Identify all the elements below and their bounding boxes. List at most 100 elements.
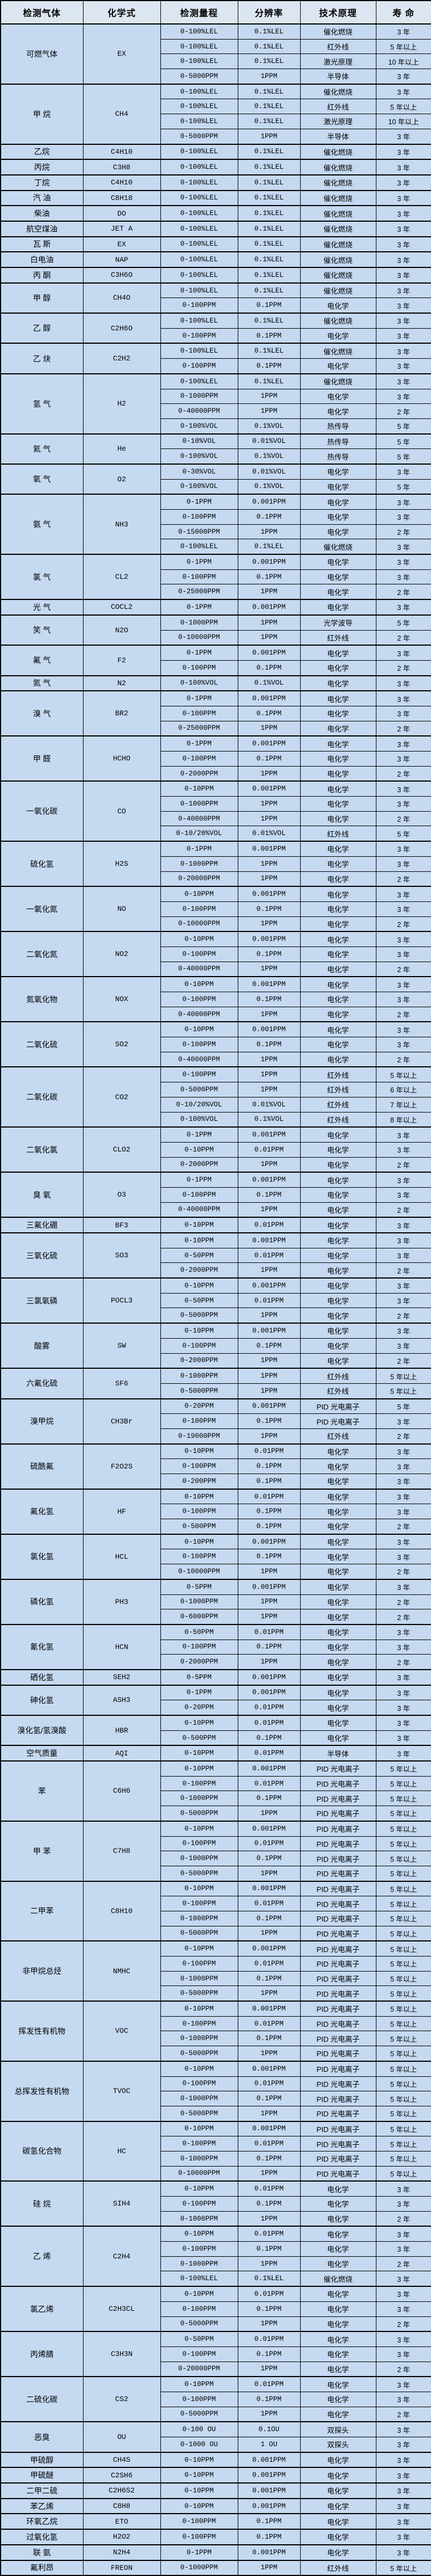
table-row: 0-100PPM 0.1PPM 电化学 3 年 — [1, 992, 431, 1007]
gas-name-cell: 氮 气 — [0, 675, 84, 691]
principle-cell: 电化学 — [300, 1714, 376, 1731]
principle-cell: 电化学 — [300, 856, 376, 872]
principle-cell: 催化燃烧 — [300, 236, 376, 252]
range-cell: 0-1PPM — [160, 690, 238, 706]
resolution-cell: 1PPM — [237, 2256, 301, 2272]
life-cell: 3 年 — [375, 463, 431, 480]
principle-cell: 红外线 — [300, 630, 376, 646]
life-cell: 2 年 — [375, 2256, 431, 2272]
resolution-cell: 0.01%VOL — [237, 1096, 301, 1113]
formula-cell: BF3 — [82, 1217, 161, 1233]
life-cell: 5 年以上 — [375, 1760, 431, 1777]
principle-cell: 电化学 — [300, 690, 376, 706]
resolution-cell: 1PPM — [237, 1006, 301, 1022]
formula-cell: C2H6O — [82, 313, 161, 344]
resolution-cell: 1 OU — [237, 2436, 301, 2453]
table-row: 0-1000PPM 0.1PPM PID 光电离子 5 年以上 — [1, 1970, 431, 1987]
range-cell: 0-100PPM — [160, 660, 238, 676]
table-row: 乙烷 C4H10 0-100%LEL 0.1%LEL 催化燃烧 3 年 — [0, 143, 431, 160]
range-cell: 0-100PPM — [160, 992, 238, 1007]
life-cell: 5 年以上 — [375, 1806, 431, 1822]
range-cell: 0-10PPM — [160, 1232, 238, 1248]
table-row: 0-100PPM 0.01PPM PID 光电离子 5 年以上 — [1, 2016, 431, 2032]
table-row: 臭 氧 O3 0-1PPM 0.001PPM 电化学 3 年 — [0, 1172, 431, 1218]
formula-cell: C2H3CL — [82, 2286, 161, 2332]
range-cell: 0-1000PPM — [160, 2150, 238, 2167]
table-row: 0-100PPM 0.01PPM PID 光电离子 5 年以上 — [1, 1836, 431, 1852]
life-cell: 3 年 — [375, 1187, 431, 1203]
table-row: 氮氧化物 NOX 0-10PPM 0.001PPM 电化学 3 年 — [0, 976, 431, 1022]
resolution-cell: 0.1%LEL — [237, 343, 301, 359]
range-cell: 0-10PPM — [160, 1488, 238, 1505]
range-cell: 0-10PPM — [160, 1217, 238, 1233]
resolution-cell: 0.1%LEL — [237, 114, 301, 129]
principle-cell: 电化学 — [300, 1006, 376, 1022]
resolution-cell: 0.001PPM — [237, 1021, 301, 1038]
resolution-cell: 0.1%VOL — [237, 479, 301, 495]
principle-cell: PID 光电离子 — [300, 1865, 376, 1882]
formula-cell: SF6 — [82, 1368, 161, 1399]
formula-cell: C3H3N — [82, 2331, 161, 2377]
resolution-cell: 0.1PPM — [237, 1037, 301, 1052]
formula-cell: NOX — [82, 976, 161, 1022]
principle-cell: PID 光电离子 — [300, 1851, 376, 1866]
table-row: 苯乙烯 C8H8 0-10PPM 0.001PPM 电化学 3 年 — [0, 2497, 431, 2514]
formula-cell: JET A — [82, 220, 161, 237]
resolution-cell: 1PPM — [237, 856, 301, 872]
principle-cell: 红外线 — [300, 38, 376, 55]
range-cell: 0-1PPM — [160, 1126, 238, 1143]
principle-cell: 电化学 — [300, 765, 376, 782]
principle-cell: 电化学 — [300, 2331, 376, 2347]
formula-cell: SO3 — [82, 1232, 161, 1279]
range-cell: 0-100%VOL — [160, 448, 238, 465]
principle-cell: 电化学 — [300, 1519, 376, 1535]
principle-cell: 电化学 — [300, 2376, 376, 2392]
table-row: 0-40000PPM 1PPM 电化学 2 年 — [1, 811, 431, 827]
table-row: 氮 气 N2 0-100%VOL 0.1%VOL 电化学 3 年 — [0, 675, 431, 691]
resolution-cell: 0.001PPM — [237, 1277, 301, 1294]
resolution-cell: 0.1OU — [237, 2421, 301, 2438]
range-cell: 0-100%LEL — [160, 99, 238, 115]
principle-cell: 电化学 — [300, 2391, 376, 2407]
table-row: 氰化氢 HCN 0-50PPM 0.01PPM 电化学 3 年 — [0, 1623, 431, 1670]
formula-cell: HC — [82, 2120, 161, 2182]
gas-name-cell: 总挥发性有机物 — [0, 2060, 84, 2122]
principle-cell: 电化学 — [300, 1051, 376, 1067]
life-cell: 3 年 — [375, 2301, 431, 2317]
life-cell: 5 年以上 — [375, 1880, 431, 1897]
table-row: 0-10/20%VOL 0.01%VOL 红外线 7 年以上 — [1, 1096, 431, 1113]
formula-cell: C2H2 — [82, 343, 161, 374]
range-cell: 0-50PPM — [160, 2331, 238, 2347]
principle-cell: 电化学 — [300, 2467, 376, 2484]
life-cell: 5 年 — [375, 418, 431, 435]
gas-name-cell: 甲硫醇 — [0, 2451, 84, 2468]
range-cell: 0-10PPM — [160, 931, 238, 947]
gas-name-cell: 氢 气 — [0, 373, 84, 435]
life-cell: 5 年以上 — [375, 1836, 431, 1852]
resolution-cell: 0.001PPM — [237, 1172, 301, 1188]
life-cell: 3 年 — [375, 69, 431, 85]
table-row: 挥发性有机物 VOC 0-10PPM 0.001PPM PID 光电离子 5 年以上 — [0, 2001, 431, 2062]
table-row: 0-100%LEL 0.1%LEL 激光原理 10 年以上 — [1, 114, 431, 129]
resolution-cell: 0.001PPM — [237, 1398, 301, 1414]
range-cell: 0-100%LEL — [160, 53, 238, 70]
formula-cell: N2H4 — [82, 2544, 161, 2560]
table-row: 溴化氢/氢溴酸 HBR 0-10PPM 0.01PPM 电化学 3 年 — [0, 1714, 431, 1746]
principle-cell: 电化学 — [300, 1533, 376, 1550]
range-cell: 0-10000PPM — [160, 916, 238, 932]
range-cell: 0-5000PPM — [160, 1307, 238, 1324]
life-cell: 3 年 — [375, 189, 431, 206]
table-row: 白电油 NAP 0-100%LEL 0.1%LEL 催化燃烧 3 年 — [0, 251, 431, 268]
table-row: 0-100%VOL 0.1%VOL 热传导 5 年 — [1, 448, 431, 465]
table-row: 0-200PPM 0.1PPM 电化学 3 年 — [1, 1473, 431, 1490]
principle-cell: 电化学 — [300, 1353, 376, 1369]
table-row: 0-10000PPM 1PPM PID 光电离子 5 年以上 — [1, 2165, 431, 2182]
range-cell: 0-10PPM — [160, 2376, 238, 2392]
life-cell: 5 年 — [375, 826, 431, 842]
range-cell: 0-1000PPM — [160, 2211, 238, 2227]
range-cell: 0-1PPM — [160, 841, 238, 857]
resolution-cell: 1PPM — [237, 388, 301, 404]
life-cell: 3 年 — [375, 2286, 431, 2302]
resolution-cell: 0.01PPM — [237, 1141, 301, 1158]
table-row: 0-1000PPM 1PPM 电化学 3 年 — [1, 796, 431, 812]
